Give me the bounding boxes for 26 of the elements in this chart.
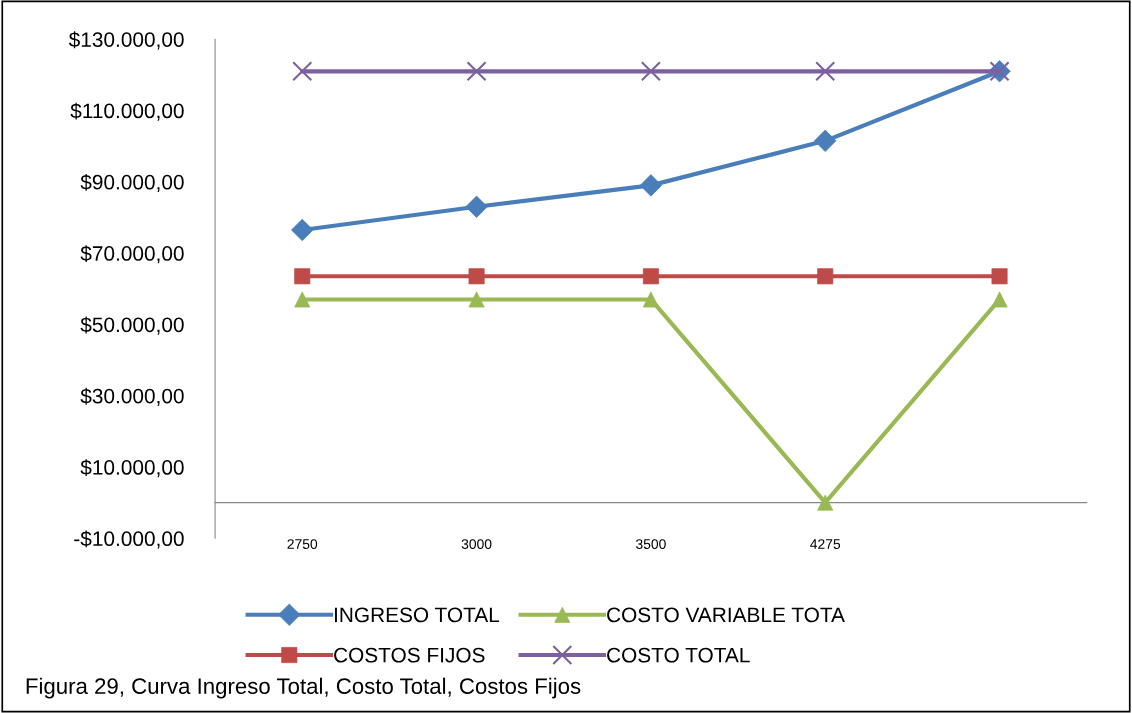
legend-label: INGRESO TOTAL: [334, 607, 500, 623]
y-tick-label: $90.000,00: [80, 173, 184, 193]
x-tick-label: 4275: [810, 539, 841, 549]
point: [294, 291, 311, 308]
y-tick-label: $70.000,00: [80, 245, 184, 264]
x-tick-label: 3500: [635, 539, 666, 549]
legend-label: COSTOS FIJOS: [334, 647, 485, 663]
y-tick-label: $10.000,00: [80, 459, 184, 478]
y-tick-label: $110.000,00: [70, 102, 184, 121]
point: [465, 195, 488, 218]
point: [466, 61, 487, 82]
y-tick-label: $30.000,00: [80, 387, 184, 406]
point: [814, 129, 837, 152]
point: [642, 268, 659, 285]
y-tick-label: -$10.000,00: [74, 530, 184, 549]
legend-label: COSTO TOTAL: [607, 647, 750, 663]
y-tick-label: $50.000,00: [80, 316, 184, 335]
y-tick-label: $130.000,00: [68, 31, 184, 50]
legend-label: COSTO VARIABLE TOTA: [607, 607, 845, 623]
x-tick-label: 2750: [287, 539, 318, 549]
text: Figura 29, Curva Ingreso Total, Costo Total, Costos Fijos: [26, 677, 581, 699]
point: [639, 174, 663, 197]
x-tick-label: 3000: [461, 539, 492, 549]
point: [640, 61, 661, 82]
point: [292, 61, 313, 82]
point: [815, 61, 836, 82]
